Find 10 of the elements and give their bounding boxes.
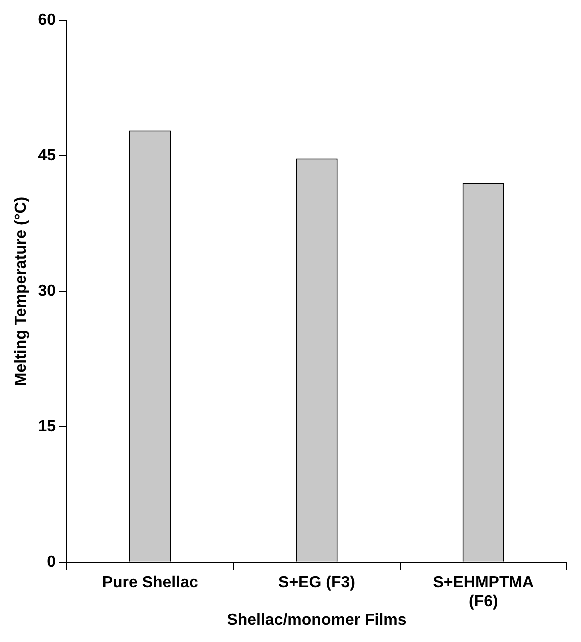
y-tick-label: 30 xyxy=(38,282,56,300)
y-tick-label: 45 xyxy=(38,147,56,164)
x-tick-label: S+EHMPTMA (F6) xyxy=(433,574,535,611)
x-tick-label: S+EG (F3) xyxy=(278,574,356,592)
y-tick-label: 0 xyxy=(47,554,56,571)
x-tick-label: Pure Shellac xyxy=(102,574,198,592)
y-tick-label: 60 xyxy=(38,12,56,30)
x-axis-title: Shellac/monomer Films xyxy=(227,612,407,629)
y-axis-title: Melting Temperature (°C) xyxy=(13,196,30,386)
y-tick-label: 15 xyxy=(38,418,56,436)
